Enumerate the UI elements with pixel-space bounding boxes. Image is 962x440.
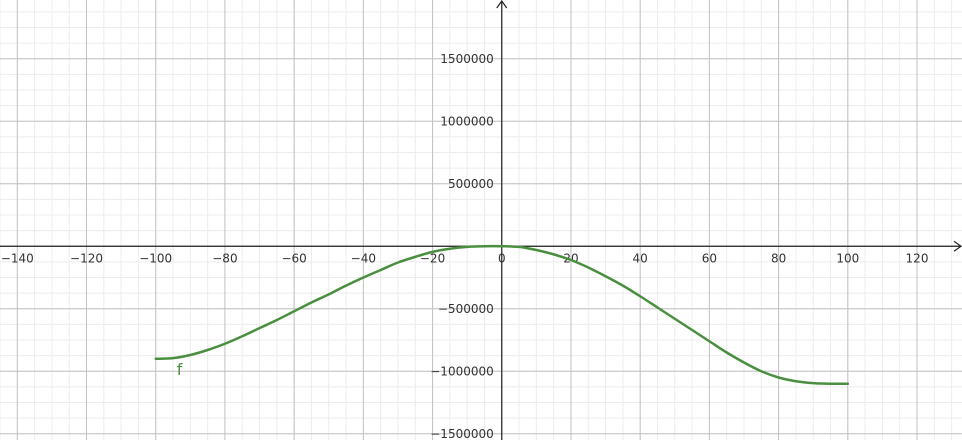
x-tick-label: −80	[212, 251, 237, 265]
y-tick-label: 1000000	[440, 114, 493, 128]
y-tick-label: −500000	[438, 302, 494, 316]
x-tick-label: 80	[771, 251, 786, 265]
x-axis-arrow	[953, 240, 962, 252]
y-tick-label: 500000	[448, 177, 494, 191]
x-tick-label: −40	[351, 251, 376, 265]
x-tick-label: 120	[906, 251, 929, 265]
x-tick-label: −140	[1, 251, 34, 265]
x-tick-label: 40	[633, 251, 648, 265]
x-tick-label: −100	[139, 251, 172, 265]
x-tick-label: −120	[70, 251, 103, 265]
function-curve-f	[154, 244, 850, 386]
x-tick-label: −60	[281, 251, 306, 265]
y-axis-tick-labels: 1500000 1000000 500000 −500000 −1000000 −1500…	[430, 52, 494, 440]
y-tick-label: −1500000	[430, 427, 494, 440]
x-axis-tick-labels: −140 −120 −100 −80 −60 −40 −20 0 20 40 60 80 100 120	[1, 251, 929, 265]
function-curves: f	[154, 244, 850, 386]
function-label-f: f	[177, 360, 183, 379]
x-tick-label: 100	[836, 251, 859, 265]
x-tick-label: 0	[498, 251, 506, 265]
y-tick-label: 1500000	[440, 52, 493, 66]
x-tick-label: 60	[702, 251, 717, 265]
y-axis-arrow	[496, 0, 508, 9]
y-tick-label: −1000000	[430, 364, 494, 378]
